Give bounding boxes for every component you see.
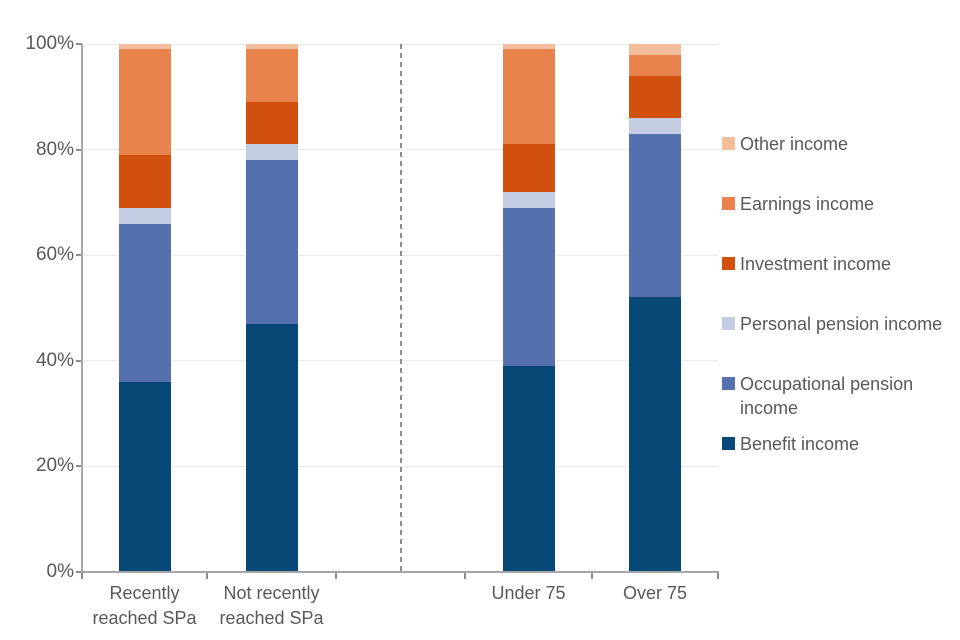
bar-recently-reached-spa — [118, 44, 171, 572]
x-axis-tick — [206, 572, 208, 579]
bar-not-recently-reached-spa — [245, 44, 298, 572]
category-label-line: Not recently — [223, 583, 320, 603]
y-axis-tick — [76, 43, 82, 45]
bar-segment-personal-pension-income — [118, 207, 171, 224]
category-label: Over 75 — [575, 581, 735, 606]
category-label-line: Under 75 — [491, 583, 566, 603]
legend-item-other-income: Other income — [722, 132, 945, 156]
bar-segment-earnings-income — [629, 54, 681, 76]
y-axis-tick — [76, 465, 82, 468]
bar-segment-other-income — [502, 44, 555, 50]
bar-segment-benefit-income — [118, 381, 171, 572]
category-label: Recently reached SPa — [65, 581, 225, 631]
y-axis-tick — [76, 571, 82, 573]
legend-label: Earnings income — [740, 194, 875, 214]
y-axis-line — [81, 44, 83, 572]
bar-segment-investment-income — [118, 154, 171, 208]
y-axis-tick-label: 100% — [25, 33, 74, 54]
legend-item-personal-pension-income: Personal pension income — [722, 312, 945, 336]
y-axis-tick-label: 40% — [35, 349, 74, 371]
bar-segment-occupational-pension-income — [118, 223, 171, 382]
legend-label: Benefit income — [740, 434, 860, 454]
legend-swatch — [722, 197, 735, 210]
x-axis-tick — [335, 572, 337, 579]
bar-segment-investment-income — [245, 102, 298, 145]
x-axis-tick — [591, 572, 593, 579]
legend-label: Investment income — [740, 254, 892, 274]
bar-segment-benefit-income — [502, 366, 555, 572]
bar-segment-investment-income — [502, 144, 555, 192]
legend-swatch — [722, 137, 735, 150]
legend-label: Occupational pension income — [740, 374, 914, 418]
category-label: Not recently reached SPa — [192, 581, 352, 631]
bar-segment-other-income — [245, 44, 298, 50]
category-label-line: reached SPa — [92, 608, 197, 628]
bar-segment-benefit-income — [245, 323, 298, 572]
bar-segment-occupational-pension-income — [502, 207, 555, 367]
bar-segment-earnings-income — [245, 49, 298, 103]
bar-over-75 — [629, 44, 681, 572]
bar-segment-personal-pension-income — [502, 191, 555, 208]
group-divider-dashed-line — [399, 44, 402, 572]
bar-segment-other-income — [629, 44, 681, 55]
legend-label: Other income — [740, 134, 849, 154]
legend-item-earnings-income: Earnings income — [722, 192, 945, 216]
category-label-line: Over 75 — [622, 583, 688, 603]
y-axis-tick-label: 80% — [35, 138, 74, 160]
bar-segment-other-income — [118, 44, 171, 50]
category-label-line: reached SPa — [219, 608, 324, 628]
bar-segment-earnings-income — [118, 49, 171, 155]
y-axis-tick — [76, 148, 82, 151]
category-label: Under 75 — [449, 581, 609, 606]
bar-segment-personal-pension-income — [245, 144, 298, 161]
x-axis-tick — [464, 572, 466, 579]
category-label-line: Recently — [109, 583, 180, 603]
bar-segment-occupational-pension-income — [245, 160, 298, 324]
legend-item-benefit-income: Benefit income — [722, 432, 945, 456]
bar-segment-benefit-income — [629, 297, 681, 572]
legend-label: Personal pension income — [740, 314, 943, 334]
bar-segment-earnings-income — [502, 49, 555, 145]
bar-segment-occupational-pension-income — [629, 133, 681, 298]
bar-segment-personal-pension-income — [629, 117, 681, 134]
legend-swatch — [722, 437, 735, 450]
x-axis-tick — [717, 572, 719, 579]
y-axis-tick — [76, 359, 82, 362]
legend-swatch — [722, 377, 735, 390]
bar-segment-investment-income — [629, 75, 681, 118]
y-axis-tick — [76, 254, 82, 257]
legend-item-occupational-pension-income: Occupational pension income — [722, 372, 945, 420]
legend-swatch — [722, 257, 735, 270]
x-axis-tick — [81, 572, 83, 579]
legend-item-investment-income: Investment income — [722, 252, 945, 276]
x-axis-line — [81, 571, 719, 573]
y-axis-tick-label: 60% — [35, 244, 74, 266]
y-axis-tick-label: 20% — [35, 455, 74, 477]
y-axis-tick-label: 0% — [46, 561, 74, 582]
legend-swatch — [722, 317, 735, 330]
bar-under-75 — [502, 44, 555, 572]
